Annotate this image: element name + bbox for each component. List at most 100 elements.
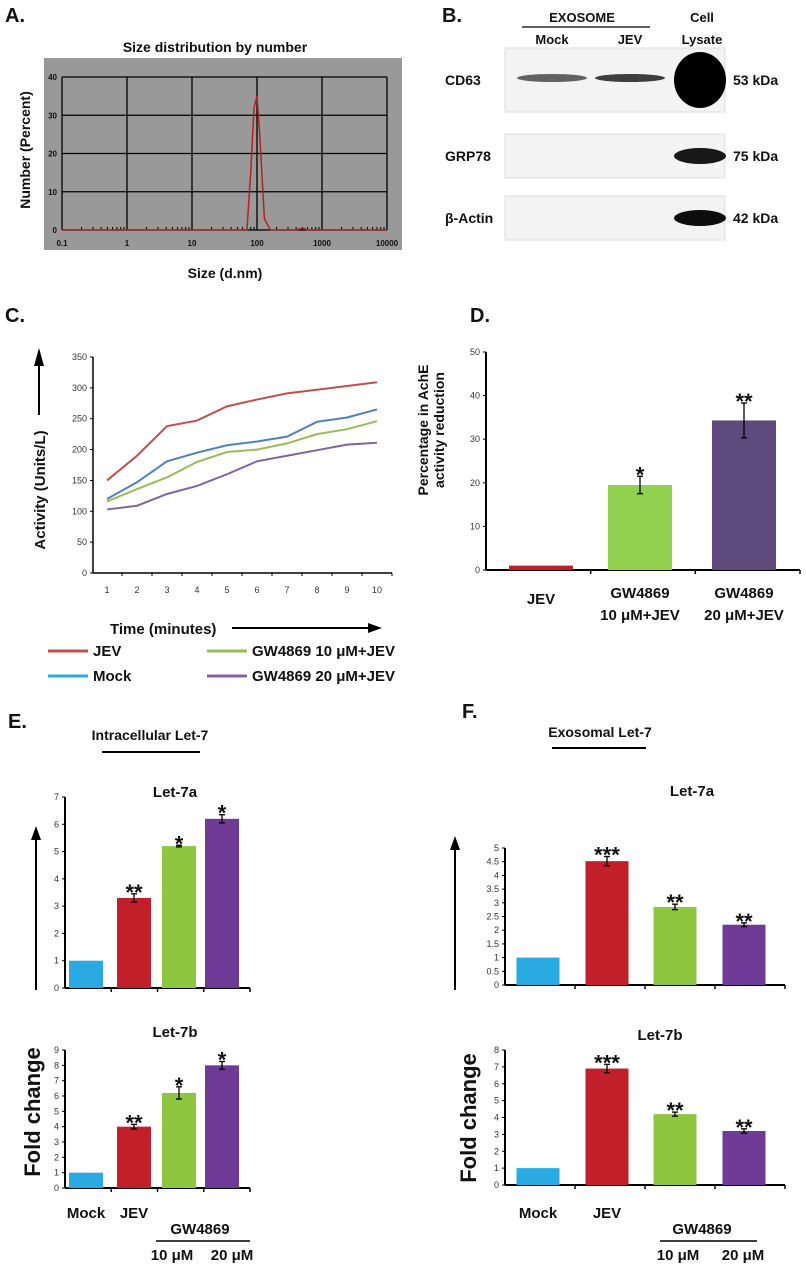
chart-e-let7b-ytick-label: 3: [54, 1137, 59, 1147]
chart-d-category-label: GW4869: [610, 585, 669, 602]
chart-f-let7b-ytick-label: 8: [494, 1045, 499, 1055]
chart-e-let7a-ytick-label: 1: [54, 956, 59, 966]
chart-d-bar: [509, 565, 573, 570]
chart-a-xtick-label: 1: [125, 239, 130, 248]
chart-e-let7a-significance: *: [175, 831, 184, 856]
chart-e-let7b-ytick-label: 0: [54, 1183, 59, 1193]
chart-a-xtick-label: 100: [250, 239, 264, 248]
chart-c-y-arrow-head: [34, 348, 44, 366]
chart-c-ytick-label: 200: [72, 445, 87, 455]
chart-e-let7a-ytick-label: 5: [54, 847, 59, 857]
chart-e-let7a-ytick-label: 6: [54, 819, 59, 829]
chart-e-let7a-significance: **: [125, 880, 143, 905]
chart-c-series-line-1: [106, 408, 378, 500]
chart-c-ytick-label: 250: [72, 414, 87, 424]
chart-d-bar: [608, 484, 672, 570]
blot-band: [595, 74, 665, 82]
chart-a-ytick-label: 20: [48, 150, 57, 159]
chart-f-let7b-ytick-label: 5: [494, 1096, 499, 1106]
chart-f-let7b-bar: [585, 1068, 629, 1185]
chart-e-let7b-bar: [205, 1065, 239, 1188]
blot-protein-label: β-Actin: [445, 210, 493, 226]
chart-c-ytick-label: 50: [77, 537, 87, 547]
legend-label: JEV: [93, 643, 121, 660]
chart-e-let7b-bar: [69, 1172, 103, 1188]
chart-f-let7b-significance: **: [735, 1115, 753, 1140]
blot-lane-label: Mock: [535, 32, 569, 47]
chart-f-let7a-ytick-label: 0: [494, 980, 499, 990]
chart-d-category-label: GW4869: [714, 585, 773, 602]
chart-d-ytick-label: 40: [470, 391, 480, 401]
blot-band: [674, 148, 726, 164]
chart-c-xtick-label: 1: [104, 585, 109, 595]
chart-f-let7b-bar: [516, 1168, 560, 1185]
chart-f-let7a-bar: [653, 906, 697, 985]
chart-f-let7b-bar: [653, 1114, 697, 1185]
chart-a-ylabel: Number (Percent): [17, 91, 33, 208]
chart-e-let7a-ytick-label: 0: [54, 983, 59, 993]
chart-a-xtick-label: 1000: [313, 239, 331, 248]
chart-d-significance: **: [735, 389, 753, 414]
blot-size-label: 42 kDa: [733, 210, 778, 226]
blot-protein-label: GRP78: [445, 148, 491, 164]
chart-a-series-line: [62, 95, 387, 231]
chart-e-xlabel-20um: 20 μM: [211, 1247, 254, 1264]
blot-band: [674, 210, 726, 226]
chart-c-ylabel: Activity (Units/L): [32, 430, 49, 549]
panel-label-d: D.: [470, 305, 490, 327]
chart-c-ytick-label: 150: [72, 475, 87, 485]
chart-c-series-line-0: [106, 381, 378, 482]
chart-f-let7a-ytick-label: 4: [494, 870, 499, 880]
chart-f-let7b-ytick-label: 2: [494, 1146, 499, 1156]
blot-size-label: 53 kDa: [733, 72, 778, 88]
chart-c-xtick-label: 7: [284, 585, 289, 595]
chart-c-xtick-label: 10: [372, 585, 382, 595]
chart-f-let7b-ytick-label: 4: [494, 1113, 499, 1123]
chart-e-let7b-significance: *: [218, 1048, 227, 1073]
chart-d-ytick-label: 10: [470, 521, 480, 531]
chart-c-xtick-label: 9: [344, 585, 349, 595]
blot-group-header: EXOSOME: [549, 10, 615, 25]
blot-lane-label: JEV: [618, 32, 643, 47]
chart-a-ytick-label: 10: [48, 188, 57, 197]
chart-a-ytick-label: 0: [53, 226, 58, 235]
blot-band: [517, 74, 587, 82]
chart-a-xlabel: Size (d.nm): [188, 265, 263, 281]
chart-e-title: Intracellular Let-7: [92, 727, 209, 743]
chart-c-xtick-label: 3: [164, 585, 169, 595]
chart-f-let7b-bar: [722, 1131, 766, 1185]
legend-label: GW4869 20 μM+JEV: [252, 668, 395, 685]
chart-f-let7a-ytick-label: 3: [494, 898, 499, 908]
chart-e-let7a-ytick-label: 7: [54, 792, 59, 802]
chart-d-ylabel: Percentage in AchEactivity reduction: [415, 365, 447, 496]
chart-d-ytick-label: 50: [470, 347, 480, 357]
panel-label-c: C.: [5, 305, 25, 327]
chart-f-let7a-ytick-label: 1.5: [486, 939, 499, 949]
chart-f-let7b-ytick-label: 1: [494, 1163, 499, 1173]
chart-f-let7a-bar: [516, 957, 560, 985]
chart-f-let7a-significance: **: [666, 890, 684, 915]
chart-e-xlabel-mock: Mock: [67, 1205, 106, 1222]
chart-f-let7b-ytick-label: 6: [494, 1079, 499, 1089]
chart-a-ytick-label: 40: [48, 73, 57, 82]
chart-e-ylabel: Fold change: [20, 1047, 45, 1177]
chart-e-let7a-bar: [162, 846, 196, 988]
chart-d-bar: [712, 420, 776, 570]
chart-e-let7b-bar: [117, 1126, 151, 1188]
chart-c-ytick-label: 100: [72, 506, 87, 516]
chart-e-let7a-title: Let-7a: [153, 784, 198, 801]
chart-f-let7a-ytick-label: 5: [494, 843, 499, 853]
chart-e-let7b-ytick-label: 6: [54, 1091, 59, 1101]
chart-d-significance: *: [636, 462, 645, 487]
chart-e-let7a-bar: [69, 960, 103, 988]
chart-f-let7b-ytick-label: 0: [494, 1180, 499, 1190]
chart-a-xtick-label: 0.1: [56, 239, 68, 248]
blot-lane-label: Lysate: [682, 32, 723, 47]
chart-c-xlabel: Time (minutes): [110, 621, 216, 638]
panel-label-a: A.: [5, 5, 25, 27]
panel-label-b: B.: [442, 5, 462, 27]
chart-f-let7a-ytick-label: 3.5: [486, 884, 499, 894]
chart-d-ytick-label: 0: [475, 565, 480, 575]
chart-f-let7a-ytick-label: 1: [494, 953, 499, 963]
